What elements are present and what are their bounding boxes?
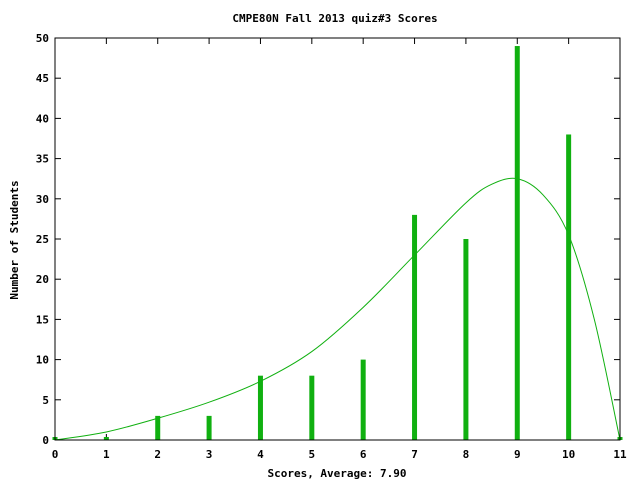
bar-score-5 (309, 375, 315, 440)
y-tick-label: 5 (42, 394, 49, 407)
y-tick-labels: 0 5 10 15 20 25 30 35 40 45 50 (36, 32, 49, 447)
y-tick-label: 25 (36, 233, 49, 246)
x-tick-label: 1 (103, 448, 110, 461)
y-tick-label: 50 (36, 32, 49, 45)
x-tick-label: 4 (257, 448, 264, 461)
x-tick-label: 9 (514, 448, 521, 461)
x-tick-label: 2 (154, 448, 161, 461)
fit-curve-line (54, 177, 621, 441)
y-tick-label: 30 (36, 193, 49, 206)
chart-title: CMPE80N Fall 2013 quiz#3 Scores (232, 12, 437, 25)
plot-area-frame (54, 37, 621, 441)
y-tick-label: 45 (36, 72, 49, 85)
bar-score-2 (155, 415, 161, 440)
x-tick-label: 0 (52, 448, 59, 461)
x-tick-label: 5 (309, 448, 316, 461)
y-tick-label: 10 (36, 354, 49, 367)
x-tick-label: 7 (411, 448, 418, 461)
y-axis-label: Number of Students (8, 180, 21, 299)
x-tick-label: 11 (613, 448, 627, 461)
y-tick-label: 40 (36, 112, 49, 125)
bar-score-8 (463, 239, 469, 440)
bar-score-6 (360, 359, 366, 440)
bar-score-9 (514, 46, 520, 440)
bar-score-3 (206, 415, 212, 440)
y-tick-label: 0 (42, 434, 49, 447)
x-tick-labels: 0 1 2 3 4 5 6 7 8 9 10 11 (52, 448, 627, 461)
y-tick-label: 35 (36, 153, 49, 166)
x-tick-label: 3 (206, 448, 213, 461)
axis-ticks (54, 37, 621, 441)
x-tick-label: 10 (562, 448, 575, 461)
x-tick-label: 6 (360, 448, 367, 461)
bar-score-1 (103, 437, 109, 440)
bar-score-7 (412, 214, 418, 440)
bar-score-10 (566, 134, 572, 441)
x-axis-label: Scores, Average: 7.90 (267, 467, 406, 480)
y-tick-label: 15 (36, 313, 49, 326)
y-tick-label: 20 (36, 273, 49, 286)
bars-layer (52, 46, 623, 441)
x-tick-label: 8 (463, 448, 470, 461)
bar-score-4 (257, 375, 263, 440)
